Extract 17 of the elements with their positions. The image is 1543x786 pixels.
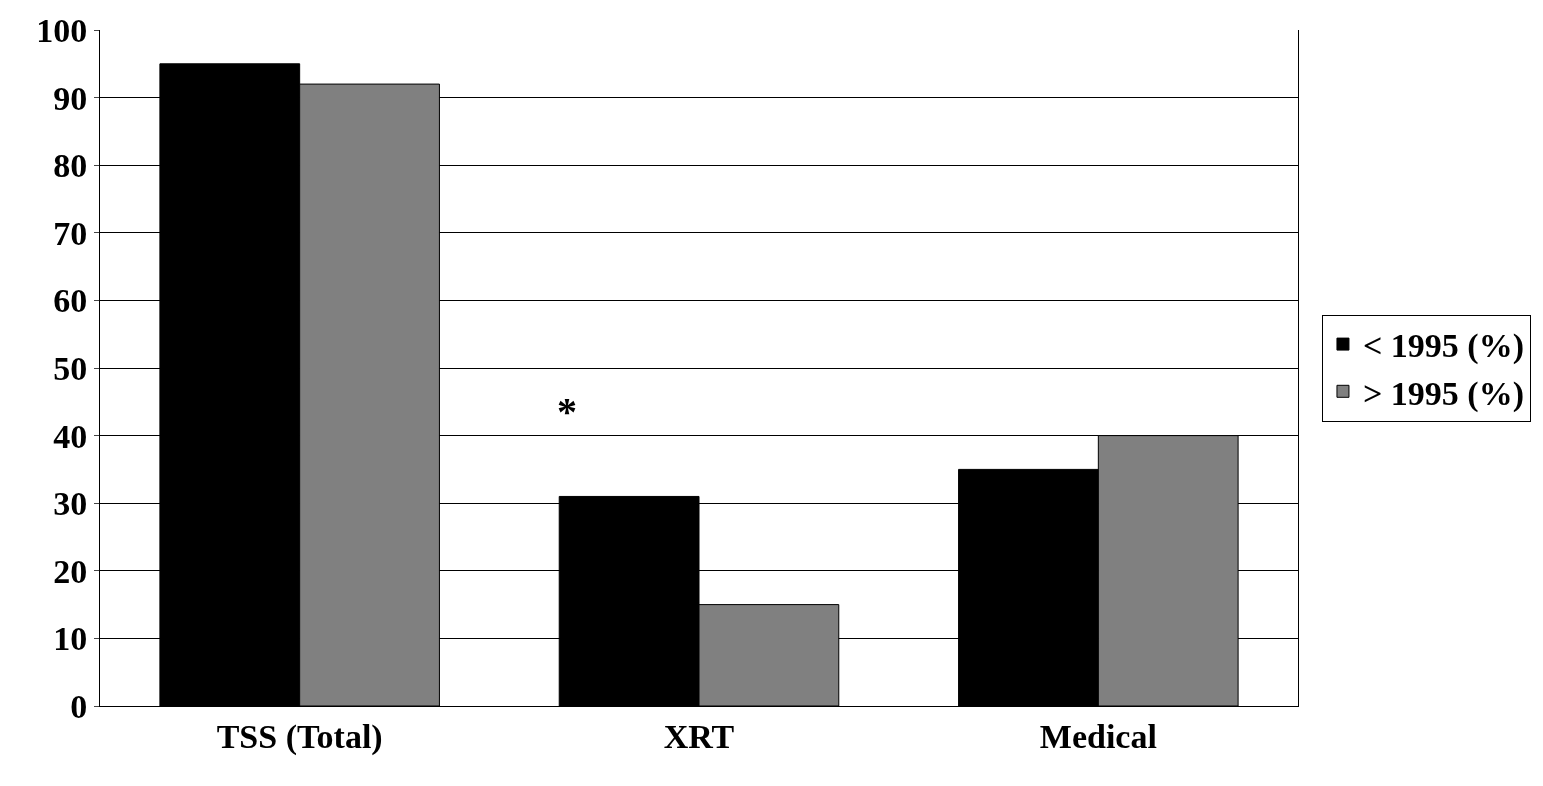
x-tick-label: TSS (Total) [216, 717, 383, 756]
y-tick-label: 0 [70, 687, 88, 725]
y-tick-label: 90 [53, 79, 88, 117]
x-tick-label: XRT [663, 717, 735, 755]
legend-label: > 1995 (%) [1362, 374, 1524, 413]
y-tick-label: 70 [53, 214, 88, 252]
y-tick-label: 60 [53, 282, 88, 320]
y-tick-label: 20 [53, 552, 88, 590]
y-tick-label: 100 [36, 11, 88, 49]
y-tick-label: 40 [53, 417, 88, 455]
x-tick-label: Medical [1039, 717, 1157, 755]
y-tick-label: 80 [53, 147, 88, 185]
y-tick-label: 50 [53, 349, 88, 387]
y-tick-label: 10 [53, 620, 88, 658]
legend-label: < 1995 (%) [1362, 327, 1524, 366]
y-tick-label: 30 [53, 485, 88, 523]
annotation: * [557, 389, 577, 434]
